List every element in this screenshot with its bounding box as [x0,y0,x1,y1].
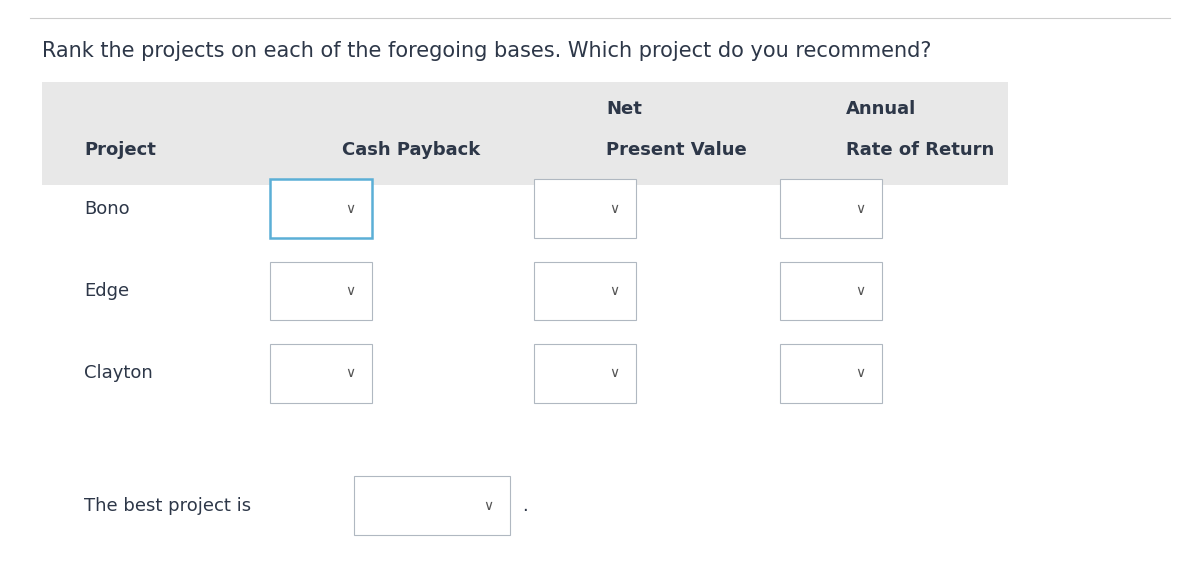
Text: ∨: ∨ [856,284,865,298]
Text: Present Value: Present Value [606,141,746,159]
FancyBboxPatch shape [780,179,882,238]
FancyBboxPatch shape [780,344,882,403]
Text: ∨: ∨ [610,202,619,216]
Text: ∨: ∨ [610,284,619,298]
FancyBboxPatch shape [534,344,636,403]
Text: ∨: ∨ [346,366,355,380]
Text: Annual: Annual [846,99,917,118]
Text: ∨: ∨ [346,202,355,216]
Text: Bono: Bono [84,200,130,218]
Text: The best project is: The best project is [84,497,251,514]
Text: Rate of Return: Rate of Return [846,141,995,159]
Text: Project: Project [84,141,156,159]
Text: Edge: Edge [84,282,130,300]
FancyBboxPatch shape [534,262,636,320]
Text: Clayton: Clayton [84,365,152,382]
Text: Rank the projects on each of the foregoing bases. Which project do you recommend: Rank the projects on each of the foregoi… [42,41,931,61]
Text: ∨: ∨ [856,202,865,216]
FancyBboxPatch shape [42,82,1008,185]
FancyBboxPatch shape [270,179,372,238]
Text: ∨: ∨ [856,366,865,380]
Text: ∨: ∨ [484,499,493,513]
Text: Cash Payback: Cash Payback [342,141,480,159]
FancyBboxPatch shape [780,262,882,320]
Text: ∨: ∨ [346,284,355,298]
FancyBboxPatch shape [354,476,510,535]
FancyBboxPatch shape [534,179,636,238]
FancyBboxPatch shape [270,262,372,320]
Text: Net: Net [606,99,642,118]
Text: ∨: ∨ [610,366,619,380]
FancyBboxPatch shape [270,344,372,403]
Text: .: . [522,497,528,514]
